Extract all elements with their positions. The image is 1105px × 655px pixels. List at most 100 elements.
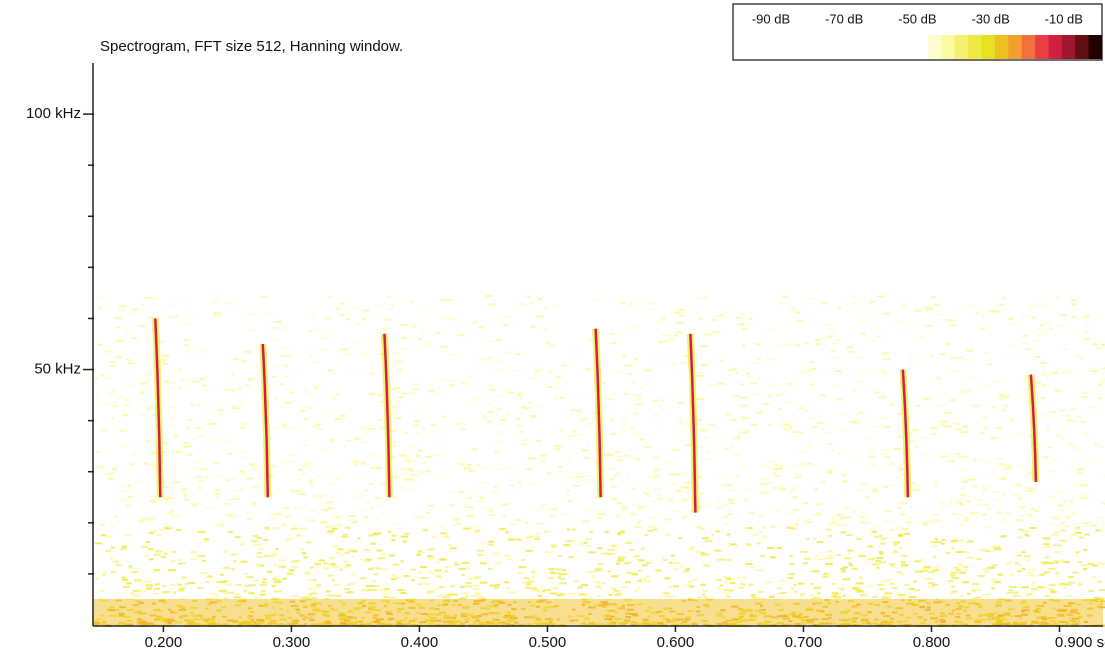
noise-cell [832,342,841,345]
noise-cell [308,482,314,485]
noise-cell [365,584,374,587]
noise-cell [121,576,127,579]
noise-cell [460,428,467,431]
noise-cell [252,534,259,537]
noise-cell [285,538,293,541]
noise-cell [748,526,753,529]
noise-cell [1043,537,1051,540]
noise-cell [567,454,572,457]
noise-cell [417,551,425,554]
noise-cell [617,557,625,560]
noise-cell [756,542,761,545]
noise-cell [162,590,171,593]
noise-cell [1066,414,1071,417]
noise-cell [178,586,187,589]
noise-cell [804,521,813,524]
noise-cell [183,350,190,353]
noise-cell [274,397,279,400]
noise-cell [156,534,161,537]
noise-cell [521,558,525,561]
noise-cell [736,577,741,580]
noise-cell [882,358,891,361]
noise-cell [305,350,311,353]
noise-cell [732,437,741,440]
noise-cell [779,467,784,470]
noise-cell [529,414,537,417]
noise-cell [800,463,805,466]
noise-cell [857,356,863,359]
noise-cell [474,397,482,400]
noise-cell [1031,581,1037,584]
noise-cell [336,548,344,551]
noise-cell [890,529,895,532]
noise-cell [1097,580,1102,583]
noise-cell [1074,485,1079,488]
noise-cell [891,587,898,590]
noise-cell [413,412,421,415]
noise-cell [1069,500,1074,503]
noise-cell [308,463,316,466]
noise-cell [638,569,643,572]
noise-cell [1102,475,1105,478]
noise-cell [716,315,724,318]
noise-cell [115,326,120,329]
noise-cell [281,422,286,425]
noise-cell [151,466,157,469]
noise-cell [521,405,526,408]
noise-cell [376,394,384,397]
noise-cell [261,296,268,299]
noise-cell [190,403,194,406]
noise-cell [720,505,726,508]
noise-cell [412,388,420,391]
noise-cell [341,348,350,351]
noise-cell [570,539,575,542]
noise-cell [334,477,341,480]
noise-cell [132,590,140,593]
noise-cell [678,314,685,317]
noise-cell [678,420,683,423]
noise-cell [876,566,880,569]
noise-cell [299,409,305,412]
noise-cell [188,316,193,319]
noise-cell [1082,522,1091,525]
noise-cell [909,506,913,509]
noise-cell [1004,464,1012,467]
noise-cell [698,446,705,449]
noise-cell [148,463,156,466]
noise-cell [1055,561,1059,564]
noise-cell [353,463,358,466]
noise-cell [1080,480,1084,483]
noise-cell [517,571,523,574]
noise-cell [207,406,211,409]
noise-cell [409,383,418,386]
noise-cell [625,364,633,367]
noise-cell [138,325,146,328]
noise-cell [858,516,866,519]
colorbar-swatch [954,35,969,59]
noise-cell [1060,491,1065,494]
noise-cell [266,529,271,532]
noise-cell [162,585,167,588]
noise-cell [119,429,127,432]
noise-cell [331,563,336,566]
noise-cell [125,358,131,361]
noise-cell [187,581,196,584]
noise-cell [817,558,826,561]
noise-cell [342,566,348,569]
noise-cell [840,531,847,534]
noise-cell [271,584,276,587]
noise-cell [953,422,961,425]
noise-cell [1029,527,1037,530]
noise-cell [228,489,237,492]
noise-cell [703,564,711,567]
noise-cell [507,521,514,524]
noise-cell [465,582,472,585]
noise-cell [355,495,363,498]
noise-cell [319,348,327,351]
noise-cell [630,513,635,516]
noise-cell [861,594,869,597]
noise-cell [790,489,795,492]
noise-cell [700,492,704,495]
noise-cell [338,302,344,305]
noise-cell [571,430,578,433]
